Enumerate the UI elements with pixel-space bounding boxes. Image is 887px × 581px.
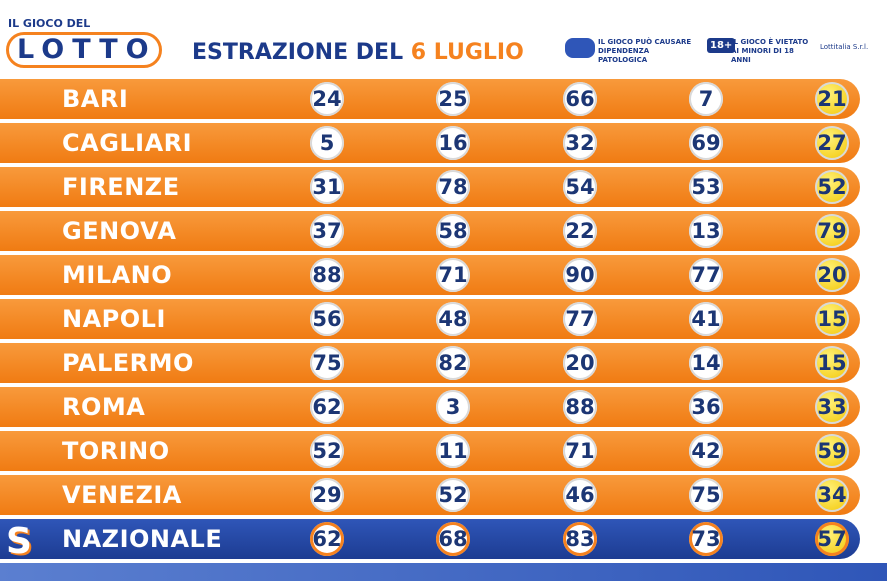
number-ball: 52 (815, 170, 849, 204)
number-ball: 46 (563, 478, 597, 512)
number-ball: 68 (436, 522, 470, 556)
logo-top: IL GIOCO DEL (8, 17, 91, 30)
date: 6 LUGLIO (410, 40, 524, 65)
number-ball: 62 (310, 522, 344, 556)
number-ball: 52 (310, 434, 344, 468)
number-ball: 77 (689, 258, 723, 292)
number-ball: 5 (310, 126, 344, 160)
wheel-name: NAPOLI (62, 305, 166, 333)
number-ball: 57 (815, 522, 849, 556)
table-row: TORINO 52 11 71 42 59 (0, 431, 860, 471)
number-ball: 41 (689, 302, 723, 336)
table-row: MILANO 88 71 90 77 20 (0, 255, 860, 295)
number-ball: 7 (689, 82, 723, 116)
number-ball: 3 (436, 390, 470, 424)
wheel-name: BARI (62, 85, 129, 113)
number-ball: 78 (436, 170, 470, 204)
number-ball: 34 (815, 478, 849, 512)
number-ball: 73 (689, 522, 723, 556)
number-ball: 69 (689, 126, 723, 160)
number-ball: 88 (563, 390, 597, 424)
number-ball: 82 (436, 346, 470, 380)
number-ball: 54 (563, 170, 597, 204)
warning-2: IL GIOCO È VIETATO AI MINORI DI 18 ANNI (731, 38, 809, 64)
number-ball: 24 (310, 82, 344, 116)
number-ball: 20 (815, 258, 849, 292)
wheel-name: ROMA (62, 393, 146, 421)
title: ESTRAZIONE DEL 6 LUGLIO (192, 40, 524, 65)
table-row: NAZIONALE 62 68 83 73 57 (0, 519, 860, 559)
number-ball: 21 (815, 82, 849, 116)
table-row: ROMA 62 3 88 36 33 (0, 387, 860, 427)
number-ball: 20 (563, 346, 597, 380)
number-ball: 90 (563, 258, 597, 292)
number-ball: 13 (689, 214, 723, 248)
number-ball: 79 (815, 214, 849, 248)
number-ball: 29 (310, 478, 344, 512)
number-ball: 66 (563, 82, 597, 116)
table-row: GENOVA 37 58 22 13 79 (0, 211, 860, 251)
wheel-name: VENEZIA (62, 481, 182, 509)
number-ball: 77 (563, 302, 597, 336)
table-row: PALERMO 75 82 20 14 15 (0, 343, 860, 383)
company: Lottitalia S.r.l. (820, 43, 869, 51)
table-row: VENEZIA 29 52 46 75 34 (0, 475, 860, 515)
number-ball: 56 (310, 302, 344, 336)
number-ball: 36 (689, 390, 723, 424)
wheel-name: FIRENZE (62, 173, 180, 201)
number-ball: 48 (436, 302, 470, 336)
number-ball: 14 (689, 346, 723, 380)
table-row: FIRENZE 31 78 54 53 52 (0, 167, 860, 207)
number-ball: 71 (436, 258, 470, 292)
number-ball: 22 (563, 214, 597, 248)
number-ball: 31 (310, 170, 344, 204)
number-ball: 11 (436, 434, 470, 468)
wheel-name: CAGLIARI (62, 129, 193, 157)
wheel-name: MILANO (62, 261, 173, 289)
warning-1: IL GIOCO PUÒ CAUSARE DIPENDENZA PATOLOGI… (598, 38, 692, 64)
number-ball: 58 (436, 214, 470, 248)
title-text: ESTRAZIONE DEL (192, 40, 404, 65)
number-ball: 83 (563, 522, 597, 556)
number-ball: 27 (815, 126, 849, 160)
logo-word: LOTTO (6, 32, 162, 68)
number-ball: 52 (436, 478, 470, 512)
number-ball: 15 (815, 302, 849, 336)
number-ball: 42 (689, 434, 723, 468)
wheel-name: PALERMO (62, 349, 194, 377)
number-ball: 32 (563, 126, 597, 160)
table-row: BARI 24 25 66 7 21 (0, 79, 860, 119)
number-ball: 25 (436, 82, 470, 116)
number-ball: 37 (310, 214, 344, 248)
number-ball: 16 (436, 126, 470, 160)
number-ball: 62 (310, 390, 344, 424)
number-ball: 71 (563, 434, 597, 468)
age-badge: 18+ (707, 38, 736, 53)
number-ball: 59 (815, 434, 849, 468)
number-ball: 15 (815, 346, 849, 380)
table-row: NAPOLI 56 48 77 41 15 (0, 299, 860, 339)
wheel-name: NAZIONALE (62, 525, 223, 553)
table-row: CAGLIARI 5 16 32 69 27 (0, 123, 860, 163)
number-ball: 88 (310, 258, 344, 292)
wheel-name: TORINO (62, 437, 170, 465)
number-ball: 53 (689, 170, 723, 204)
number-ball: 33 (815, 390, 849, 424)
wheel-name: GENOVA (62, 217, 177, 245)
s-icon: S (6, 521, 32, 562)
number-ball: 75 (689, 478, 723, 512)
badge-icon (565, 38, 595, 58)
number-ball: 75 (310, 346, 344, 380)
bottom-strip (0, 563, 887, 581)
